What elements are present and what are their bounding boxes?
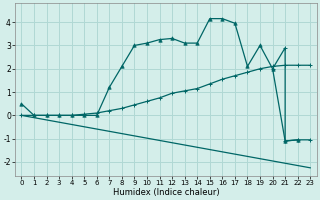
- X-axis label: Humidex (Indice chaleur): Humidex (Indice chaleur): [113, 188, 219, 197]
